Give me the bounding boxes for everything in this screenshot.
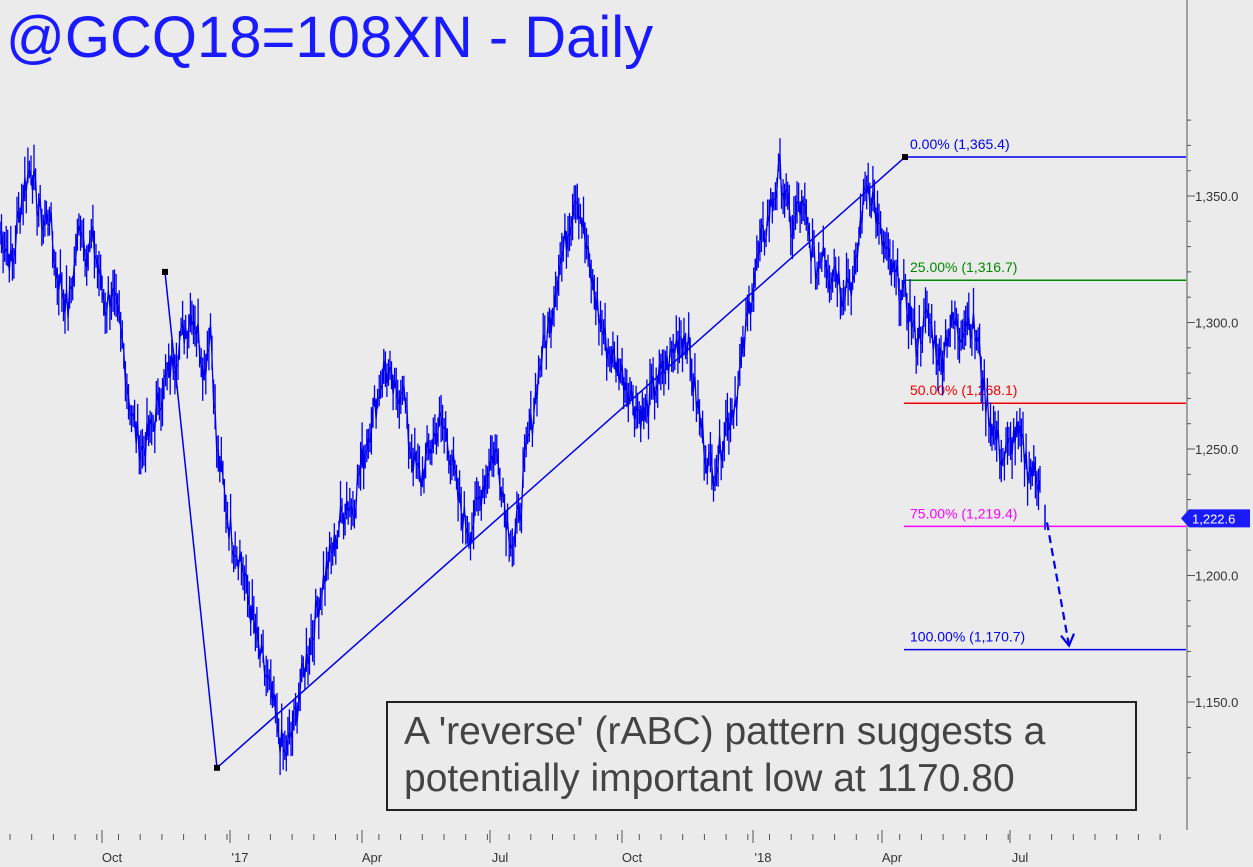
target-arrow bbox=[1045, 522, 1076, 648]
fib-label: 100.00% (1,170.7) bbox=[910, 629, 1025, 645]
x-tick-label: Jul bbox=[492, 850, 509, 865]
fibonacci-levels: 0.00% (1,365.4) 25.00% (1,316.7) 50.00% (1… bbox=[904, 136, 1186, 651]
price-line bbox=[0, 138, 1041, 775]
y-tick-label: 1,200.0 bbox=[1195, 569, 1238, 584]
last-price-marker: 1,222.6 bbox=[1181, 509, 1250, 528]
last-price-badge bbox=[1181, 509, 1250, 528]
last-price-label: 1,222.6 bbox=[1192, 511, 1235, 526]
annotation-text: A 'reverse' (rABC) pattern suggests a po… bbox=[404, 710, 1046, 800]
pivot-points bbox=[162, 154, 908, 771]
fib-label: 25.00% (1,316.7) bbox=[910, 259, 1017, 275]
price-series bbox=[0, 138, 1046, 775]
y-tick-label: 1,350.0 bbox=[1195, 189, 1238, 204]
fib-label: 50.00% (1,268.1) bbox=[910, 382, 1017, 398]
x-tick-label: Oct bbox=[622, 850, 643, 865]
y-tick-label: 1,150.0 bbox=[1195, 695, 1238, 710]
abc-trendline bbox=[164, 156, 906, 770]
x-tick-label: Apr bbox=[362, 850, 383, 865]
pivot-marker bbox=[902, 154, 908, 161]
x-tick-label: Jul bbox=[1012, 850, 1029, 865]
x-tick-label: Oct bbox=[102, 850, 123, 865]
y-tick-label: 1,250.0 bbox=[1195, 442, 1238, 457]
x-axis: Oct '17 Apr Jul Oct '18 Apr Jul bbox=[9, 830, 1161, 865]
fib-label: 0.00% (1,365.4) bbox=[910, 136, 1010, 152]
annotation-box: A 'reverse' (rABC) pattern suggests a po… bbox=[386, 701, 1137, 811]
target-arrow-shaft bbox=[1045, 522, 1071, 646]
chart-title: @GCQ18=108XN - Daily bbox=[6, 5, 654, 70]
y-axis: 1,150.0 1,200.0 1,250.0 1,300.0 1,350.0 bbox=[1186, 0, 1238, 830]
trendlines bbox=[164, 156, 906, 770]
pivot-marker bbox=[214, 764, 220, 771]
x-tick-label: '18 bbox=[755, 850, 772, 865]
x-tick-label: Apr bbox=[882, 850, 903, 865]
x-tick-label: '17 bbox=[232, 850, 249, 865]
fib-label: 75.00% (1,219.4) bbox=[910, 505, 1017, 521]
y-tick-label: 1,300.0 bbox=[1195, 316, 1238, 331]
target-arrow-head bbox=[1060, 633, 1076, 648]
pivot-marker bbox=[162, 268, 168, 275]
